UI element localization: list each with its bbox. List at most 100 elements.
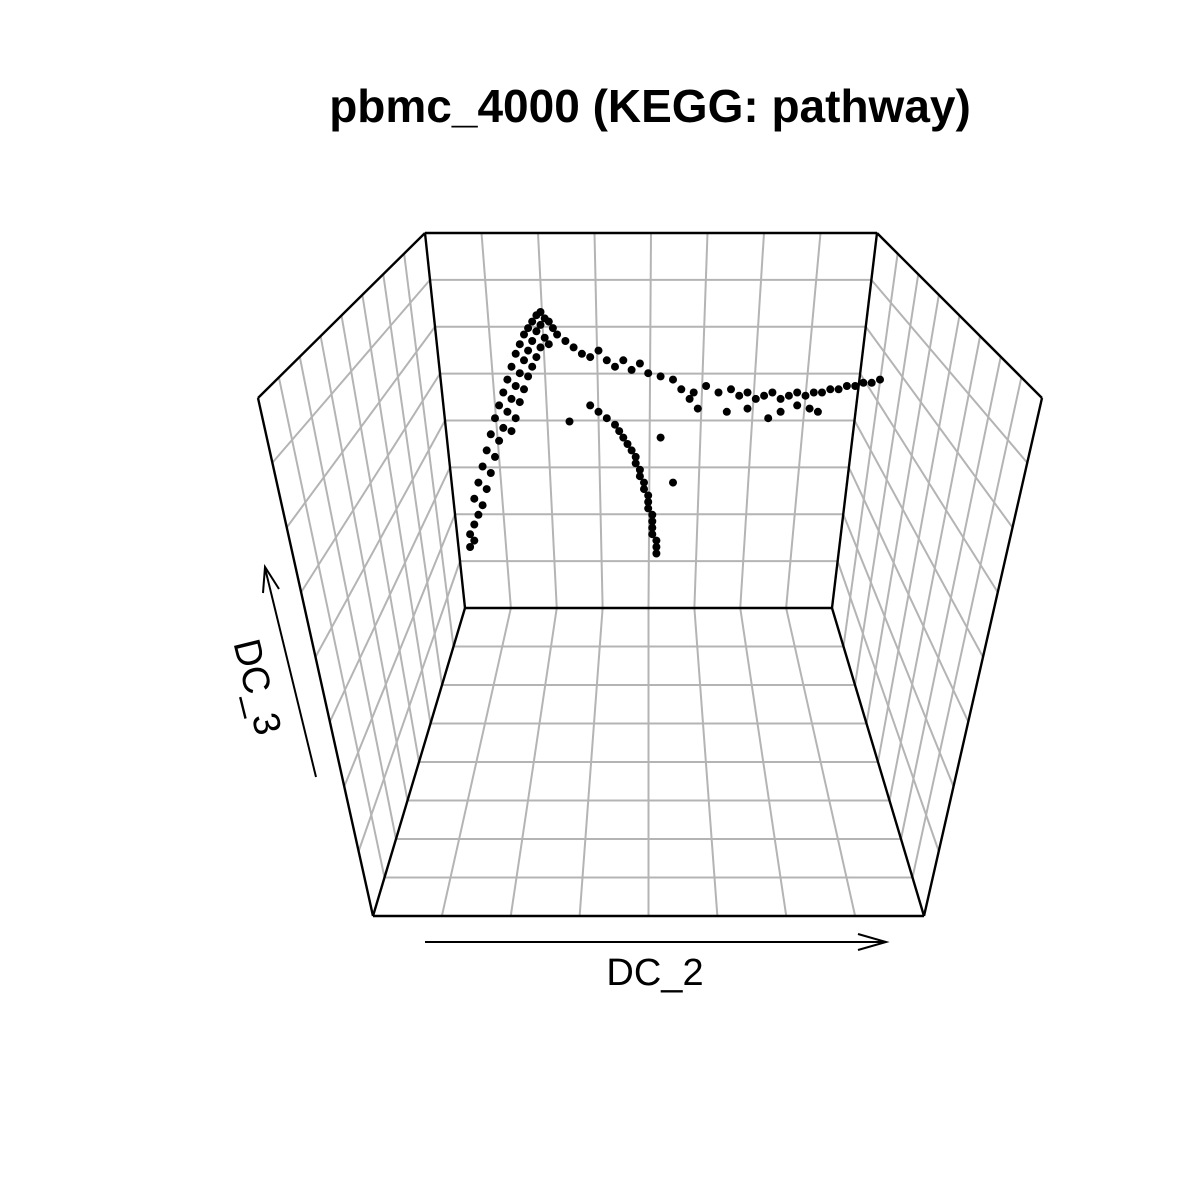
data-point [809,388,818,397]
data-point [648,517,657,526]
data-point [677,385,686,394]
data-point [586,353,595,362]
data-point [760,391,769,400]
data-point [528,362,537,371]
chart-title: pbmc_4000 (KEGG: pathway) [329,80,971,132]
grid-line [319,335,409,801]
data-point [511,349,520,358]
data-point [548,324,557,333]
frame-edge [256,397,375,917]
data-point [470,536,479,545]
grid-line [853,420,984,658]
data-point [511,414,520,423]
data-point [851,382,860,390]
data-point [491,452,499,461]
data-point [743,404,752,413]
grid-line [343,513,456,787]
data-point [652,549,661,558]
data-point [635,472,644,481]
data-point [577,349,586,358]
data-point [826,385,835,394]
data-point [466,530,475,539]
data-point [466,543,475,551]
data-point [818,388,826,397]
data-point [635,465,644,474]
frame-edge [371,607,467,917]
data-point [486,430,495,439]
data-point [540,333,549,342]
data-point [561,337,570,345]
data-point [656,372,665,381]
data-point [623,440,632,448]
data-point [768,388,777,397]
frame-edge [830,607,926,917]
data-point [635,359,644,368]
data-point [801,391,810,400]
data-point [652,543,661,551]
data-point [507,394,516,403]
data-point [553,330,562,339]
data-point [776,394,785,403]
data-point [503,375,512,384]
data-point [640,478,648,487]
data-point [470,520,479,529]
data-point [495,436,504,445]
data-point [631,452,640,461]
data-point [813,407,822,416]
data-point [644,369,653,378]
data-point [648,510,657,519]
grid-line [888,335,982,801]
data-point [784,391,793,400]
data-point [693,404,702,413]
data-point [532,311,541,320]
data-point [515,369,524,378]
data-point [793,401,802,410]
data-point [714,388,723,397]
data-point [776,407,785,416]
grid-line [842,513,955,787]
box-frame [256,231,1044,918]
grid-line [739,607,788,917]
data-point [536,320,545,329]
data-point [569,343,578,352]
data-point [689,388,698,397]
data-point [735,391,744,400]
grid-line [847,466,970,723]
data-point [702,382,711,390]
data-point [764,414,773,423]
data-point [515,398,524,407]
data-point [834,385,843,394]
data-point [652,536,661,545]
data-point [528,337,537,345]
data-point [644,504,653,513]
data-point [532,353,541,362]
frame-edge [257,232,426,399]
grid-lines [271,232,1029,917]
data-point [507,362,516,371]
data-point [544,340,553,349]
grid-line [693,607,719,917]
data-point [876,375,884,384]
data-point [470,494,479,503]
data-point [499,423,508,432]
data-point [544,317,553,326]
data-point [495,401,504,410]
data-point [656,433,665,442]
data-point [619,356,628,365]
grid-line [900,356,1002,840]
grid-line [357,560,461,852]
data-point [524,372,533,381]
data-point [486,469,495,477]
data-point [524,324,533,333]
data-point [565,417,574,426]
data-point [627,365,636,374]
data-point [520,356,528,365]
data-point [507,427,516,436]
data-point [520,385,528,394]
data-point [669,478,677,487]
data-point [499,388,508,397]
data-point [474,478,483,487]
grid-line [298,356,397,840]
grid-line [739,232,765,609]
